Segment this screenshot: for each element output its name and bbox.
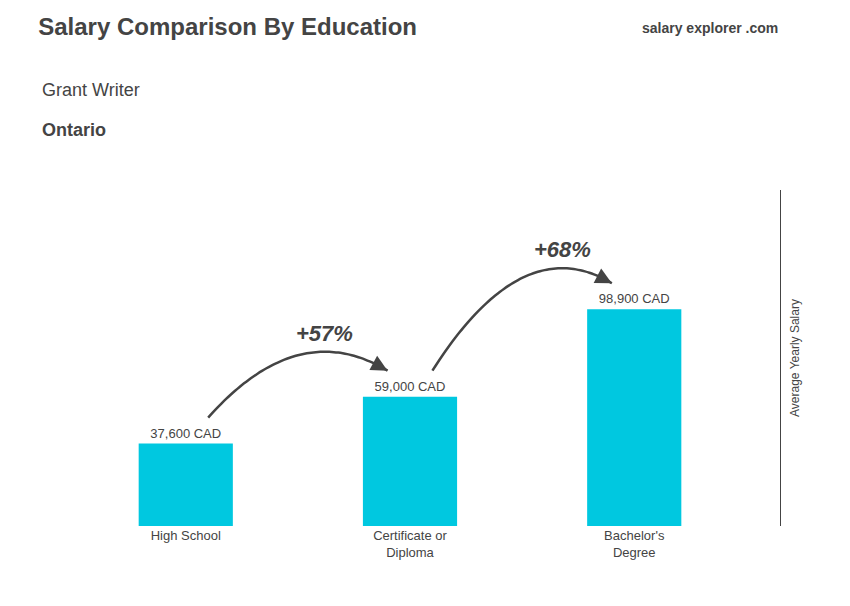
svg-text:+68%: +68%: [534, 237, 591, 262]
svg-text:Grant Writer: Grant Writer: [42, 80, 140, 100]
svg-text:Bachelor'sDegree: Bachelor'sDegree: [604, 528, 665, 560]
svg-text:37,600 CAD: 37,600 CAD: [150, 426, 221, 441]
svg-text:Certificate orDiploma: Certificate orDiploma: [373, 528, 447, 560]
svg-text:salary explorer .com: salary explorer .com: [642, 20, 778, 36]
svg-text:Average Yearly Salary: Average Yearly Salary: [788, 299, 802, 417]
svg-text:+57%: +57%: [296, 321, 353, 346]
svg-text:Ontario: Ontario: [42, 120, 106, 140]
svg-text:Salary Comparison By Education: Salary Comparison By Education: [38, 13, 417, 40]
svg-text:98,900 CAD: 98,900 CAD: [599, 291, 670, 306]
svg-text:High School: High School: [151, 528, 221, 543]
svg-text:59,000 CAD: 59,000 CAD: [375, 379, 446, 394]
